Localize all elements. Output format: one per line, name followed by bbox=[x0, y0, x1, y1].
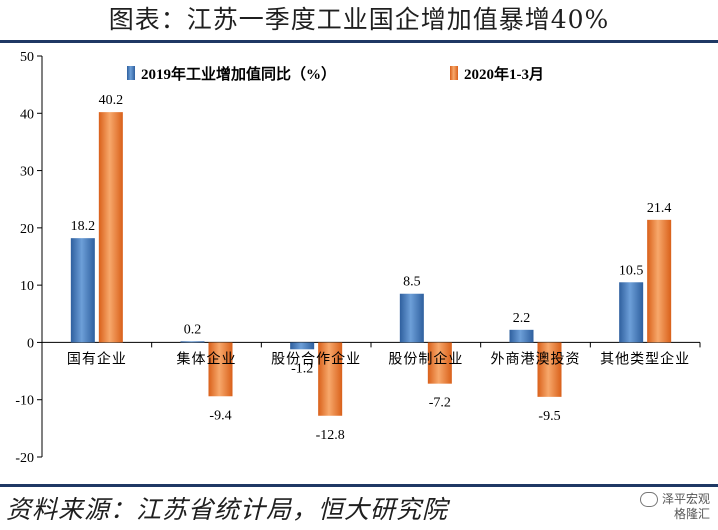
bar-2020q1 bbox=[537, 342, 562, 397]
watermark-name: 泽平宏观 bbox=[661, 492, 710, 506]
category-label: 外商港澳投资 bbox=[491, 351, 581, 367]
y-tick-label: 0 bbox=[27, 336, 34, 351]
data-source: 资料来源：江苏省统计局，恒大研究院 bbox=[6, 495, 449, 524]
bar-2019 bbox=[619, 282, 644, 343]
legend-swatch bbox=[450, 66, 458, 80]
legend-label: 2019年工业增加值同比（%） bbox=[141, 65, 336, 83]
category-label: 其他类型企业 bbox=[600, 350, 690, 367]
source-divider bbox=[0, 484, 718, 487]
watermark: 泽平宏观 格隆汇 bbox=[610, 492, 710, 522]
y-tick-label: 50 bbox=[20, 50, 34, 65]
data-label: -1.2 bbox=[291, 361, 313, 376]
bar-chart: -20 -10 0 10 20 30 40 50 18.2 40.2 国有企业 0.2 -9.4 集体企… bbox=[15, 50, 701, 466]
bar-2020q1 bbox=[208, 342, 233, 397]
data-label: 21.4 bbox=[647, 201, 672, 216]
chart-legend: 2019年工业增加值同比（%） 2020年1-3月 bbox=[127, 65, 544, 83]
data-label: 8.5 bbox=[403, 275, 421, 290]
data-label: 2.2 bbox=[513, 311, 531, 326]
legend-swatch bbox=[127, 66, 135, 80]
bar-2019 bbox=[509, 329, 534, 343]
chart-bars bbox=[70, 112, 672, 416]
category-label: 集体企业 bbox=[177, 350, 237, 367]
y-tick-label: 40 bbox=[20, 107, 34, 122]
category-label: 股份合作企业 bbox=[271, 350, 361, 367]
data-label: -12.8 bbox=[316, 428, 345, 443]
category-label: 国有企业 bbox=[67, 350, 127, 367]
y-tick-label: 10 bbox=[20, 279, 34, 294]
data-label: 0.2 bbox=[184, 322, 202, 337]
data-label: 18.2 bbox=[71, 219, 96, 234]
y-tick-label: -20 bbox=[15, 451, 34, 466]
bar-2020q1 bbox=[427, 342, 452, 384]
bar-2020q1 bbox=[318, 342, 343, 416]
bar-2019 bbox=[180, 341, 205, 343]
chart-axes: -20 -10 0 10 20 30 40 50 bbox=[15, 50, 701, 466]
data-label: 10.5 bbox=[619, 263, 644, 278]
data-label: -7.2 bbox=[429, 396, 451, 411]
bar-2020q1 bbox=[647, 219, 672, 343]
y-tick-label: -10 bbox=[15, 394, 34, 409]
data-label: 40.2 bbox=[99, 93, 124, 108]
y-tick-label: 20 bbox=[20, 222, 34, 237]
bar-2020q1 bbox=[98, 112, 123, 343]
title-divider bbox=[0, 40, 718, 43]
legend-label: 2020年1-3月 bbox=[464, 65, 544, 83]
chart-title: 图表：江苏一季度工业国企增加值暴增40% bbox=[108, 5, 610, 34]
category-label: 股份制企业 bbox=[388, 350, 463, 367]
data-label: -9.5 bbox=[538, 409, 560, 424]
bar-2019 bbox=[290, 342, 315, 350]
wechat-icon bbox=[639, 492, 658, 507]
data-label: -9.4 bbox=[209, 408, 231, 423]
watermark-brand: 格隆汇 bbox=[673, 507, 710, 521]
y-tick-label: 30 bbox=[20, 165, 34, 180]
chart-labels: 18.2 40.2 国有企业 0.2 -9.4 集体企业 -1.2 -12.8 股份合作企业 8.… bbox=[67, 93, 690, 443]
bar-2019 bbox=[70, 238, 95, 343]
bar-2019 bbox=[399, 293, 424, 343]
